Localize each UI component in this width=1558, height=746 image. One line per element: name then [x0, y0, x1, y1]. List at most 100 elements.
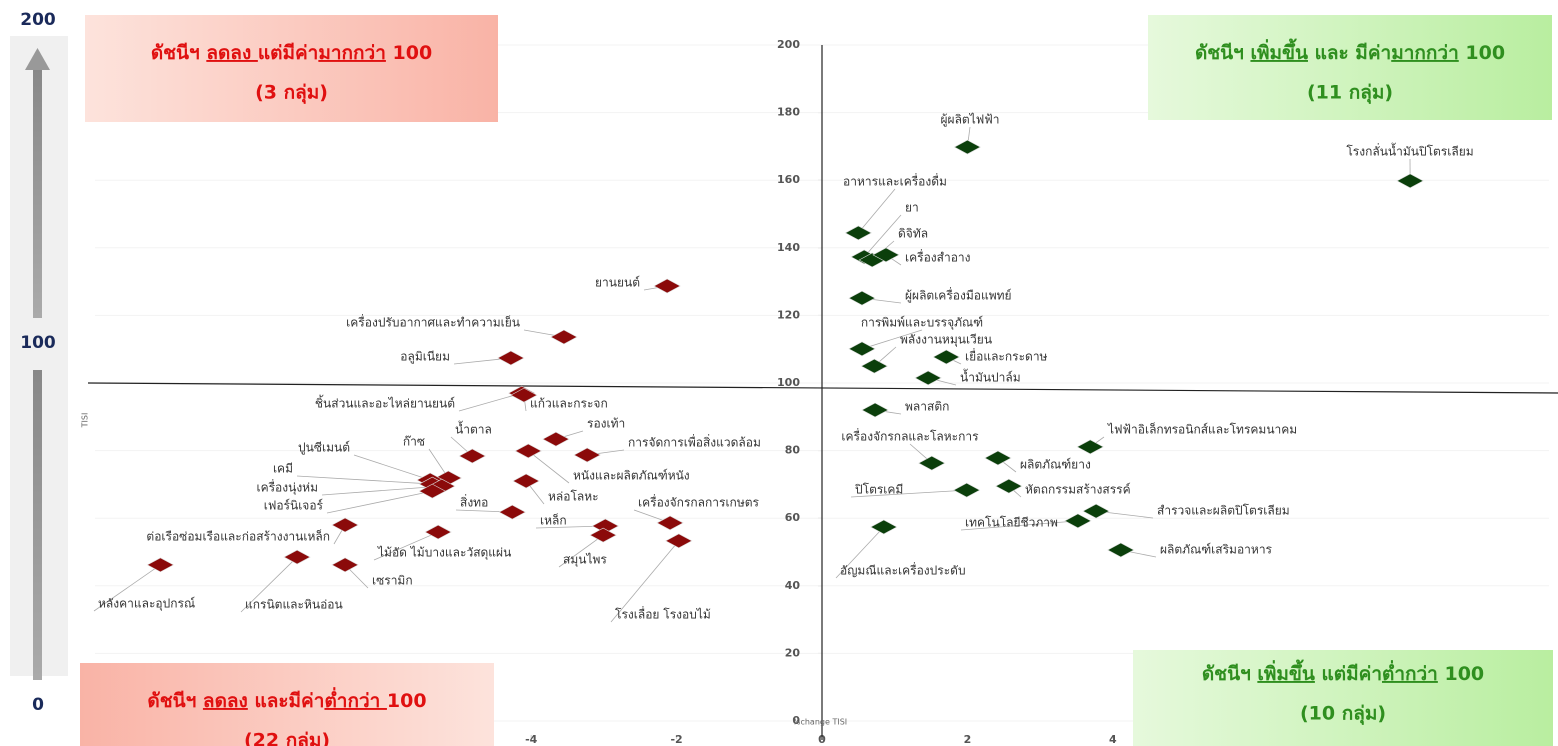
leader-line	[558, 534, 604, 568]
point-label: เยื่อและกระดาษ	[965, 348, 1048, 364]
point-label: เครื่องนุ่งห่ม	[256, 479, 318, 496]
point	[984, 450, 1012, 466]
scale-label: 100	[20, 333, 56, 353]
point	[1082, 503, 1110, 519]
point	[872, 247, 900, 263]
y-tick-label: 0	[792, 714, 800, 727]
point-label: สมุนไพร	[563, 553, 607, 568]
point-label: พลาสติก	[905, 400, 949, 414]
leader-line	[850, 489, 967, 498]
point	[512, 473, 540, 489]
point-label: เซรามิก	[372, 574, 413, 588]
point	[848, 341, 876, 357]
point-label: เครื่องจักรกลการเกษตร	[638, 494, 760, 510]
quadrant-title-part: ต่ำกว่า	[1382, 660, 1438, 685]
point-label: อัญมณีและเครื่องประดับ	[840, 562, 966, 578]
quadrant-title-part: เพิ่มขึ้น	[1257, 659, 1315, 685]
point	[953, 482, 981, 498]
y-tick-label: 40	[785, 579, 801, 592]
point	[861, 402, 889, 418]
leader-line	[960, 520, 1078, 531]
point-label: เคมี	[273, 462, 293, 476]
quadrant-title-part: 100	[1459, 42, 1505, 64]
point	[458, 448, 486, 464]
quadrant-title-part: 100	[387, 690, 427, 712]
leader-line	[610, 540, 680, 623]
point	[848, 290, 876, 306]
point	[283, 549, 311, 565]
quadrant-title-part: ต่ำกว่า	[324, 687, 386, 712]
point-label: ดิจิทัล	[898, 227, 928, 241]
point-label: รองเท้า	[587, 417, 625, 431]
scale-arrow	[33, 370, 42, 680]
point-label: เหล็ก	[540, 513, 567, 528]
y-tick-label: 60	[785, 511, 801, 524]
point	[331, 517, 359, 533]
leader-line	[321, 485, 442, 496]
quadrant-title-part: ลดลง	[203, 690, 248, 712]
point	[656, 515, 684, 531]
point	[932, 349, 960, 365]
quadrant-title: ดัชนีฯ เพิ่มขึ้น และ มีค่ามากกว่า 100	[1195, 38, 1505, 64]
point-label: ต่อเรือซ่อมเรือและก่อสร้างงานเหล็ก	[146, 529, 330, 544]
point-label: ยา	[905, 201, 919, 215]
point	[497, 350, 525, 366]
leader-line	[458, 392, 522, 412]
quadrant-title-part: ดัชนีฯ	[1195, 42, 1251, 64]
point	[953, 139, 982, 155]
point-label: หล่อโลหะ	[548, 490, 599, 504]
scale-label: 200	[20, 10, 56, 30]
point-label: เทคโนโลยีชีวภาพ	[965, 516, 1058, 530]
point	[550, 329, 578, 345]
y-tick-label: 140	[777, 241, 800, 254]
point-label: ไฟฟ้าอิเล็กทรอนิกส์และโทรคมนาคม	[1107, 422, 1297, 437]
point-label: ผู้ผลิตไฟฟ้า	[941, 113, 1000, 128]
point-label: สิ่งทอ	[460, 494, 488, 510]
point	[514, 443, 542, 459]
point-label: การจัดการเพื่อสิ่งแวดล้อม	[628, 434, 761, 450]
point-label: พลังงานหมุนเวียน	[900, 333, 992, 348]
quadrant-title-part: และมีค่า	[248, 690, 325, 712]
point	[542, 431, 570, 447]
leader-line	[835, 526, 885, 579]
point-label: น้ำตาล	[455, 421, 492, 437]
x-tick-label: 4	[1109, 733, 1117, 746]
quadrant-title: ดัชนีฯ ลดลง และมีค่าต่ำกว่า 100	[147, 687, 426, 712]
point-label: สำรวจและผลิตปิโตรเลียม	[1157, 504, 1290, 518]
y-tick-label: 120	[777, 308, 800, 321]
point-label: ผลิตภัณฑ์ยาง	[1020, 458, 1091, 472]
point	[1396, 173, 1424, 189]
point	[1107, 542, 1135, 558]
point	[914, 370, 942, 386]
point-label: อาหารและเครื่องดื่ม	[843, 173, 947, 189]
point	[870, 519, 898, 535]
point	[424, 524, 452, 540]
point-label: เครื่องจักรกลและโลหะการ	[841, 428, 979, 444]
leader-line	[528, 450, 570, 484]
point-label: เครื่องสำอาง	[905, 249, 971, 265]
point-label: แกรนิตและหินอ่อน	[245, 598, 343, 612]
x-axis-label: %change TISI	[793, 718, 847, 727]
point	[1064, 513, 1092, 529]
point-label: หัตถกรรมสร้างสรรค์	[1025, 483, 1131, 497]
point	[653, 278, 681, 294]
scale-arrow-head	[25, 48, 50, 70]
point	[418, 483, 446, 499]
point-label: ปูนซีเมนต์	[298, 441, 350, 456]
leader-line	[858, 188, 896, 234]
point	[498, 504, 526, 520]
quadrant-title-part: ดัชนีฯ	[147, 690, 203, 712]
quadrant-count: (10 กลุ่ม)	[1300, 703, 1386, 726]
leader-line	[353, 454, 431, 481]
quadrant-box	[80, 663, 494, 746]
x-tick-label: -4	[525, 733, 538, 746]
scale-arrow	[33, 68, 42, 318]
point-label: แก้วและกระจก	[530, 397, 608, 411]
leader-line	[240, 556, 298, 613]
point-label: น้ำมันปาล์ม	[960, 369, 1021, 385]
point-label: โรงกลั่นน้ำมันปิโตรเลียม	[1346, 143, 1473, 159]
y-tick-label: 180	[777, 106, 800, 119]
point	[1076, 439, 1104, 455]
point	[331, 557, 359, 573]
leader-line	[326, 490, 433, 514]
